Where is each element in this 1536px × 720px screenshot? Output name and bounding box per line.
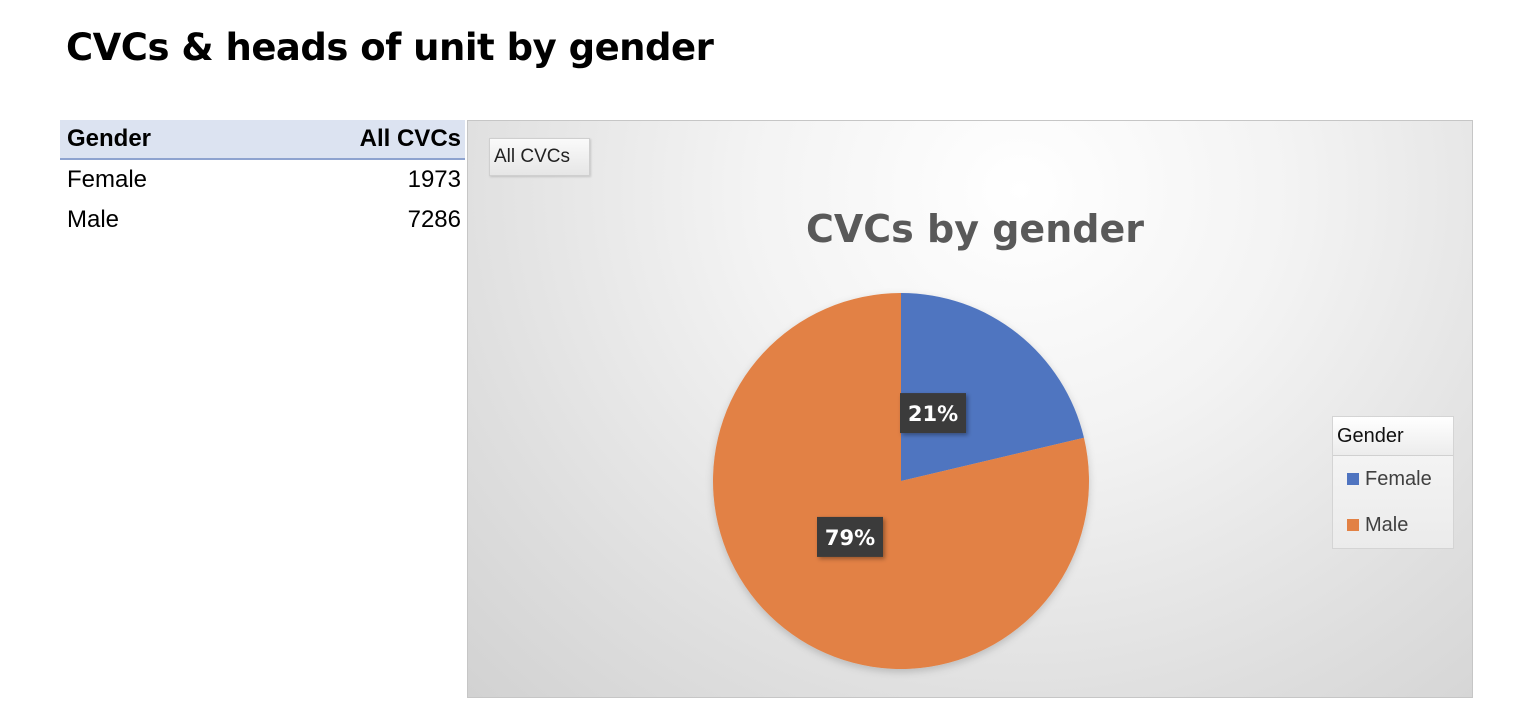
table-row: Male 7286 (60, 200, 465, 240)
chart-area[interactable]: All CVCs CVCs by gender 21% 79% Gender Fe… (467, 120, 1473, 698)
pie-slice-male[interactable] (713, 293, 1089, 669)
chart-title[interactable]: CVCs by gender (806, 207, 1144, 251)
pivot-header-gender[interactable]: Gender (67, 125, 152, 152)
table-row: Female 1973 (60, 160, 465, 200)
svg-text:79%: 79% (825, 526, 875, 550)
pie-slice-female[interactable] (901, 293, 1084, 481)
data-label-male: 79% (817, 516, 884, 557)
pivot-cell-value[interactable]: 7286 (407, 206, 461, 233)
pivot-cell-label[interactable]: Male (67, 206, 120, 233)
pivot-header-all-cvcs[interactable]: All CVCs (359, 125, 461, 152)
legend-swatch-male (1347, 519, 1359, 531)
field-filter-button[interactable]: All CVCs (489, 138, 590, 176)
chart-legend[interactable]: Gender Female Male (1332, 416, 1454, 549)
legend-item-male[interactable]: Male (1333, 502, 1453, 548)
pie-chart: 21% 79% (713, 293, 1089, 669)
pivot-header-row: Gender All CVCs (60, 120, 465, 160)
legend-item-female[interactable]: Female (1333, 456, 1453, 502)
pivot-cell-label[interactable]: Female (67, 166, 148, 193)
svg-text:21%: 21% (908, 402, 958, 426)
legend-swatch-female (1347, 473, 1359, 485)
legend-title[interactable]: Gender (1333, 417, 1453, 456)
page-title: CVCs & heads of unit by gender (66, 26, 714, 69)
pivot-cell-value[interactable]: 1973 (407, 166, 461, 193)
legend-label: Female (1365, 467, 1432, 490)
data-label-female: 21% (899, 393, 966, 434)
pivot-table: Gender All CVCs Female 1973 Male 7286 (60, 120, 465, 240)
legend-label: Male (1365, 513, 1409, 536)
